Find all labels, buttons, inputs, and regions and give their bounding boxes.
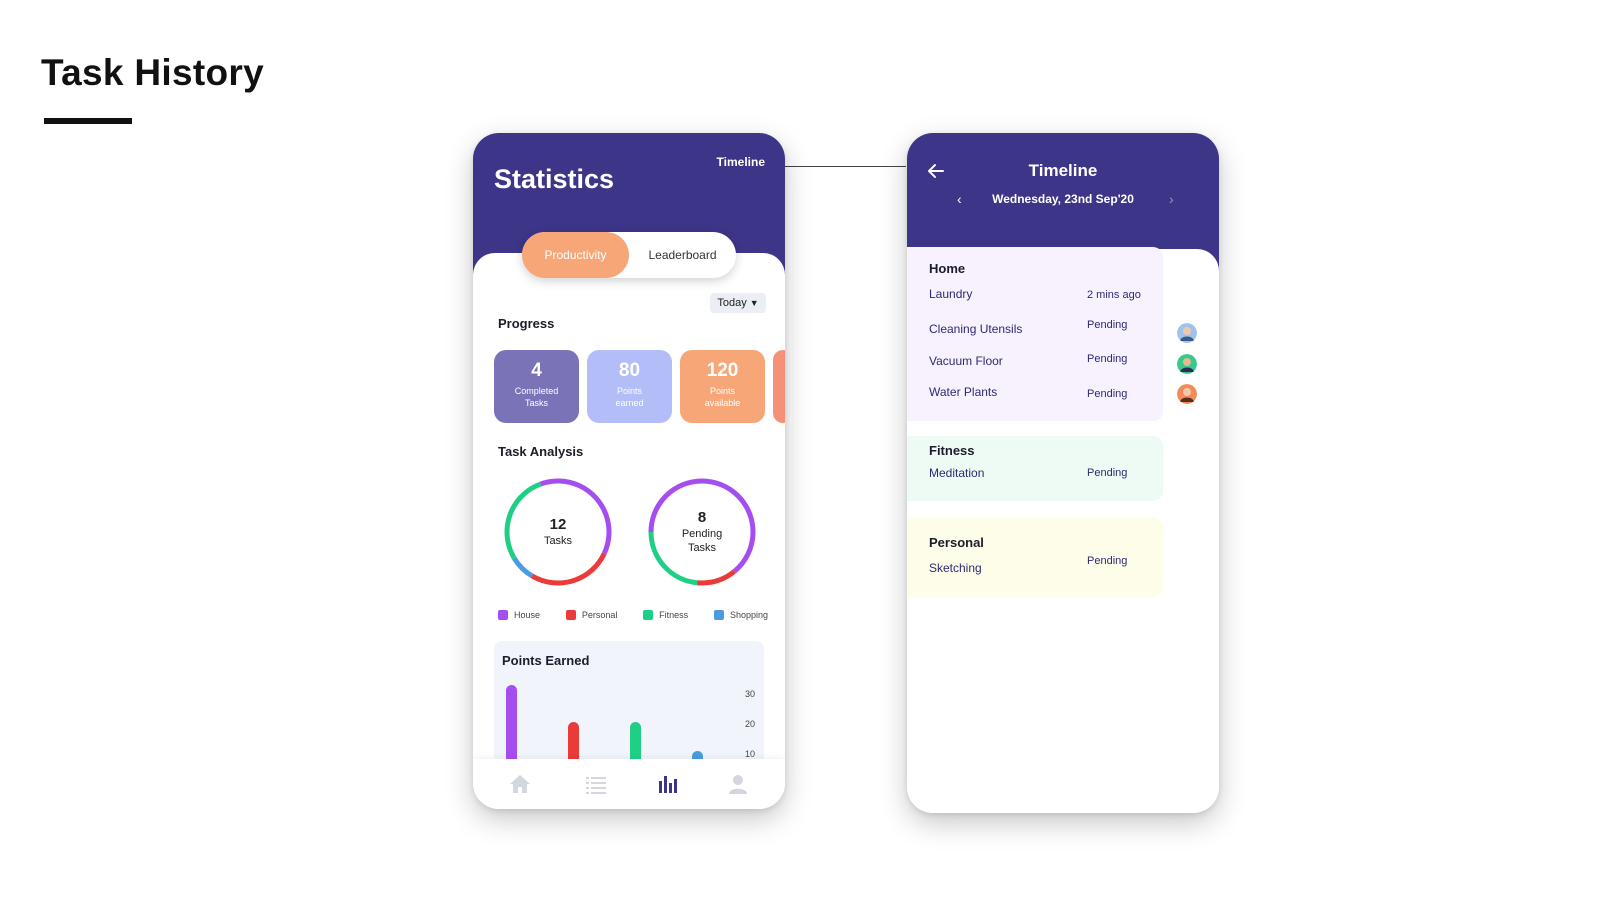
group-card-home: Home Laundry 2 mins ago Cleaning Utensil… — [907, 247, 1163, 421]
points-available-card[interactable]: 120 Points available — [680, 350, 765, 423]
legend-swatch — [565, 610, 576, 620]
stat-label: Points available — [704, 386, 741, 408]
flow-connector-line — [785, 166, 906, 167]
legend-item-shopping: Shopping — [713, 610, 768, 620]
task-status: Pending — [1087, 467, 1128, 479]
list-icon[interactable] — [584, 773, 608, 795]
task-analysis-label: Task Analysis — [498, 444, 584, 459]
avatar[interactable] — [1177, 354, 1197, 374]
task-name[interactable]: Vacuum Floor — [929, 354, 1003, 368]
avatar[interactable] — [1177, 384, 1197, 404]
period-dropdown-label: Today — [717, 297, 747, 309]
tasks-donut-ring — [504, 478, 612, 586]
statistics-screen: Statistics Timeline Productivity Leaderb… — [473, 133, 785, 809]
task-name[interactable]: Water Plants — [929, 385, 998, 399]
bottom-navigation — [473, 759, 785, 809]
chevron-right-icon[interactable]: › — [1169, 191, 1174, 207]
group-card-fitness: Fitness Meditation Pending — [907, 436, 1163, 501]
page-title: Task History — [41, 52, 264, 93]
profile-icon[interactable] — [726, 773, 750, 795]
task-name[interactable]: Sketching — [929, 561, 982, 575]
completed-tasks-card[interactable]: 4 Completed Tasks — [494, 350, 579, 423]
progress-label: Progress — [498, 316, 555, 331]
stat-label: Completed Tasks — [514, 386, 559, 408]
legend-swatch — [498, 610, 508, 620]
tab-productivity[interactable]: Productivity — [522, 232, 629, 278]
pending-donut-ring — [648, 478, 756, 586]
stat-value: 120 — [706, 360, 739, 381]
legend-swatch — [713, 610, 724, 620]
title-underline — [44, 118, 132, 124]
group-card-personal: Personal Sketching Pending — [907, 517, 1163, 597]
timeline-link[interactable]: Timeline — [716, 155, 765, 169]
y-tick-label: 10 — [744, 749, 755, 759]
pending-donut-center: 8 Pending Tasks — [647, 477, 757, 587]
view-segmented-control: Productivity Leaderboard — [522, 232, 736, 278]
pending-tasks-donut-chart: 8 Pending Tasks — [647, 477, 757, 587]
legend-label: Personal — [581, 610, 618, 620]
task-status: Pending — [1087, 555, 1128, 567]
legend-label: House — [514, 610, 541, 620]
back-arrow-icon[interactable] — [927, 162, 945, 180]
overflow-stat-card[interactable] — [773, 350, 785, 423]
legend-label: Shopping — [729, 610, 768, 620]
pending-count-label: Pending Tasks — [681, 528, 723, 554]
points-earned-card[interactable]: 80 Points earned — [587, 350, 672, 423]
statistics-title: Statistics — [494, 164, 615, 194]
chevron-left-icon[interactable]: ‹ — [957, 191, 962, 207]
legend-swatch — [643, 610, 654, 620]
tasks-count: 12 — [549, 516, 567, 533]
legend-item-personal: Personal — [565, 610, 618, 620]
period-dropdown[interactable]: Today ▼ — [710, 293, 766, 313]
task-name[interactable]: Cleaning Utensils — [929, 322, 1023, 336]
points-bar-fitness — [630, 722, 641, 781]
task-name[interactable]: Meditation — [929, 466, 985, 480]
task-status: Pending — [1087, 319, 1128, 331]
group-title: Home — [929, 261, 966, 276]
chevron-down-icon: ▼ — [749, 298, 759, 308]
timeline-screen: Timeline ‹ Wednesday, 23nd Sep'20 › Home… — [907, 133, 1219, 813]
stat-label: Points earned — [615, 386, 644, 408]
tasks-donut-center: 12 Tasks — [503, 477, 613, 587]
task-status: Pending — [1087, 353, 1128, 365]
bar-chart-icon[interactable] — [657, 773, 681, 795]
home-icon[interactable] — [508, 773, 532, 795]
category-legend: House Personal Fitness Shopping — [498, 610, 768, 620]
y-tick-label: 20 — [744, 719, 755, 729]
points-earned-title: Points Earned — [502, 653, 590, 668]
group-title: Personal — [929, 535, 984, 550]
legend-item-fitness: Fitness — [643, 610, 688, 620]
timeline-date: Wednesday, 23nd Sep'20 — [992, 192, 1134, 206]
tasks-count-label: Tasks — [543, 535, 573, 547]
task-status: 2 mins ago — [1087, 289, 1141, 301]
y-tick-label: 30 — [744, 689, 755, 699]
task-status: Pending — [1087, 388, 1128, 400]
points-bar-house — [506, 685, 517, 781]
points-earned-chart: Points Earned 30 20 10 — [494, 641, 764, 781]
task-name[interactable]: Laundry — [929, 287, 973, 301]
points-bar-personal — [568, 722, 579, 781]
stat-value: 80 — [618, 360, 641, 381]
stat-value: 4 — [531, 360, 542, 381]
tasks-donut-chart: 12 Tasks — [503, 477, 613, 587]
legend-item-house: House — [498, 610, 540, 620]
timeline-title: Timeline — [1028, 161, 1098, 180]
avatar[interactable] — [1177, 323, 1197, 343]
group-title: Fitness — [929, 443, 975, 458]
legend-label: Fitness — [659, 610, 689, 620]
tab-leaderboard[interactable]: Leaderboard — [648, 248, 717, 262]
pending-count: 8 — [697, 509, 707, 526]
